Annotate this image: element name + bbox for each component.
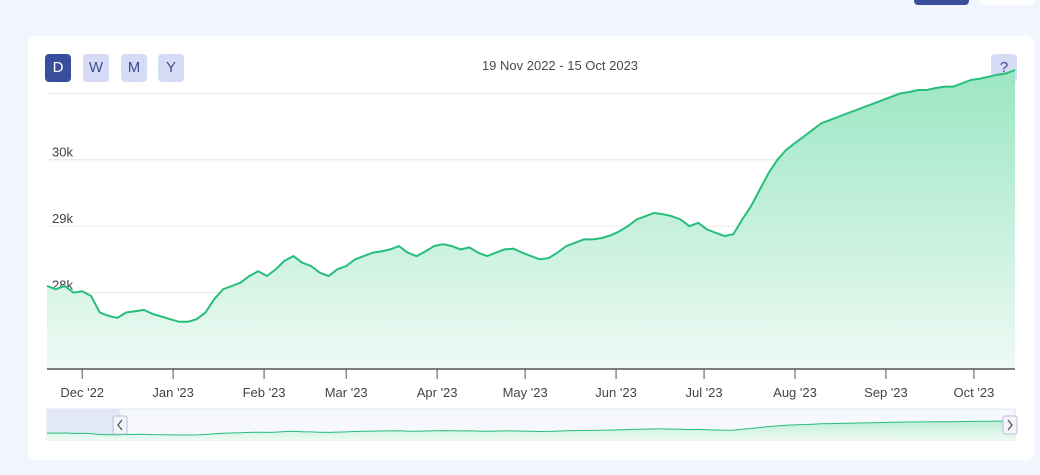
x-tick-label: Oct '23	[954, 385, 995, 400]
x-tick-label: Dec '22	[60, 385, 104, 400]
navigator-left-handle[interactable]	[112, 415, 128, 435]
x-tick-label: Jul '23	[685, 385, 722, 400]
x-tick-label: Jan '23	[152, 385, 194, 400]
range-button-month[interactable]: M	[121, 54, 147, 82]
x-tick-label: Apr '23	[417, 385, 458, 400]
navigator-right-handle[interactable]	[1002, 415, 1018, 435]
y-tick-label: 30k	[52, 145, 73, 160]
y-tick-label: 29k	[52, 211, 73, 226]
chevron-left-icon	[117, 419, 123, 431]
x-tick-label: Jun '23	[595, 385, 637, 400]
date-range-label: 19 Nov 2022 - 15 Oct 2023	[481, 58, 639, 73]
x-tick-label: Feb '23	[243, 385, 286, 400]
top-secondary-button[interactable]	[980, 0, 1034, 5]
x-tick-label: May '23	[503, 385, 548, 400]
series-line	[46, 69, 1016, 323]
chevron-right-icon	[1007, 419, 1013, 431]
series-area	[47, 70, 1015, 369]
x-tick-label: Aug '23	[773, 385, 817, 400]
navigator-area	[47, 420, 1015, 440]
navigator-line	[46, 420, 1016, 436]
top-primary-button[interactable]	[914, 0, 969, 5]
range-button-day[interactable]: D	[45, 54, 71, 82]
range-button-week[interactable]: W	[83, 54, 109, 82]
x-axis: Dec '22 Jan '23 Feb '23 Mar '23 Apr '23 May '…	[60, 369, 994, 400]
x-tick-label: Sep '23	[864, 385, 908, 400]
range-button-year[interactable]: Y	[158, 54, 184, 82]
x-tick-label: Mar '23	[325, 385, 368, 400]
navigator[interactable]	[46, 408, 1018, 441]
